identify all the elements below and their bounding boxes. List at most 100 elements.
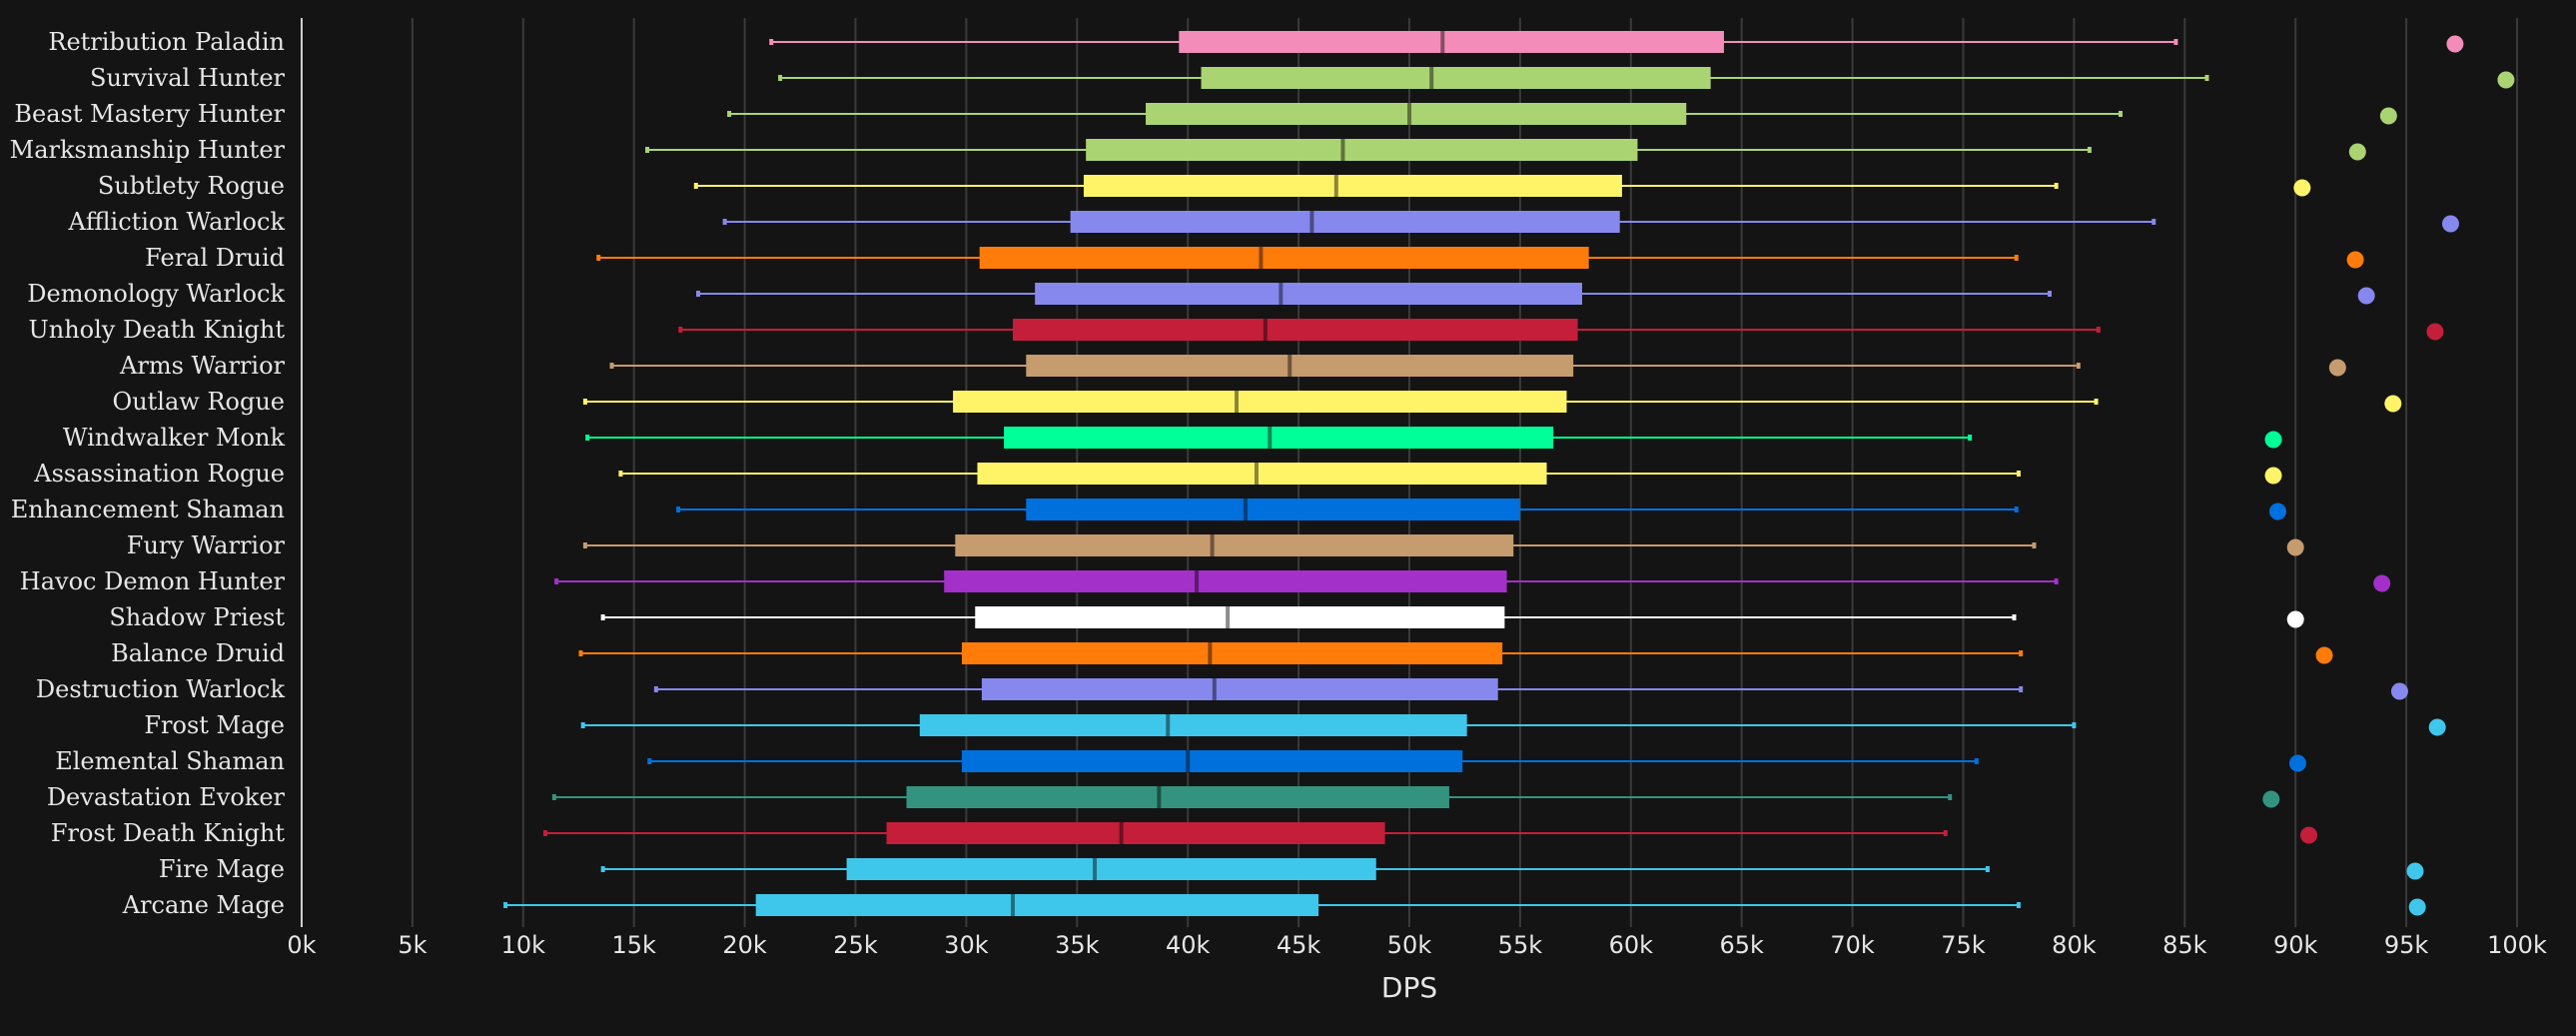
median-marker bbox=[1234, 391, 1239, 413]
outlier-point bbox=[2346, 251, 2364, 269]
iqr-box bbox=[1035, 283, 1583, 305]
x-tick-label: 25k bbox=[833, 931, 878, 959]
median-marker bbox=[1254, 463, 1259, 485]
whisker-min-cap bbox=[596, 255, 601, 261]
y-category-label: Enhancement Shaman bbox=[11, 496, 285, 523]
median-marker bbox=[1288, 355, 1292, 377]
y-category-label: Retribution Paladin bbox=[48, 28, 285, 56]
iqr-box bbox=[1083, 175, 1622, 197]
whisker-min-cap bbox=[582, 542, 587, 548]
whisker-max-cap bbox=[1948, 794, 1953, 800]
box-row bbox=[618, 463, 2282, 485]
outlier-point bbox=[2441, 215, 2459, 233]
whisker-min-cap bbox=[722, 219, 727, 225]
box-row bbox=[582, 391, 2402, 413]
y-category-label: Assassination Rogue bbox=[33, 460, 285, 488]
whisker-max-cap bbox=[2087, 147, 2092, 153]
box-row bbox=[769, 31, 2464, 53]
box-row bbox=[600, 606, 2304, 628]
x-tick-label: 70k bbox=[1830, 931, 1875, 959]
x-tick-label: 60k bbox=[1609, 931, 1654, 959]
y-category-label: Destruction Warlock bbox=[36, 675, 286, 703]
whisker-min-cap bbox=[769, 39, 774, 45]
whisker-max-cap bbox=[2054, 183, 2059, 189]
box-row bbox=[653, 678, 2408, 700]
iqr-box bbox=[755, 894, 1319, 916]
iqr-box bbox=[1026, 499, 1520, 520]
iqr-box bbox=[977, 463, 1547, 485]
whisker-min-cap bbox=[551, 794, 556, 800]
x-tick-label: 30k bbox=[944, 931, 989, 959]
x-tick-label: 45k bbox=[1277, 931, 1321, 959]
box-row bbox=[647, 750, 2306, 772]
median-marker bbox=[1157, 786, 1162, 808]
x-axis-title: DPS bbox=[1381, 971, 1437, 1004]
iqr-box bbox=[846, 858, 1376, 880]
x-tick-label: 0k bbox=[287, 931, 316, 959]
median-marker bbox=[1333, 175, 1338, 197]
box-row bbox=[580, 714, 2446, 736]
box-row bbox=[578, 642, 2333, 664]
box-row bbox=[727, 103, 2397, 125]
outlier-point bbox=[2379, 107, 2397, 125]
median-marker bbox=[1195, 570, 1200, 592]
outlier-point bbox=[2264, 431, 2282, 449]
whisker-max-cap bbox=[2016, 471, 2021, 477]
whisker-min-cap bbox=[778, 75, 783, 81]
y-category-label: Arcane Mage bbox=[122, 891, 285, 919]
y-category-label: Marksmanship Hunter bbox=[10, 136, 286, 164]
iqr-box bbox=[886, 822, 1385, 844]
iqr-box bbox=[1201, 67, 1711, 89]
whisker-max-cap bbox=[2012, 614, 2017, 620]
iqr-box bbox=[961, 750, 1463, 772]
y-category-label: Devastation Evoker bbox=[47, 783, 286, 811]
whisker-min-cap bbox=[653, 686, 658, 692]
median-marker bbox=[1268, 427, 1273, 449]
iqr-box bbox=[1026, 355, 1574, 377]
median-marker bbox=[1119, 822, 1124, 844]
whisker-min-cap bbox=[554, 578, 559, 584]
whisker-max-cap bbox=[2096, 327, 2101, 333]
box-row bbox=[585, 427, 2282, 449]
iqr-box bbox=[1012, 319, 1578, 341]
box-row bbox=[596, 247, 2364, 269]
outlier-point bbox=[2348, 143, 2366, 161]
x-tick-label: 65k bbox=[1719, 931, 1764, 959]
whisker-max-cap bbox=[2118, 111, 2123, 117]
iqr-box bbox=[1004, 427, 1554, 449]
iqr-box bbox=[1086, 139, 1638, 161]
y-category-label: Elemental Shaman bbox=[55, 747, 285, 775]
box-row bbox=[554, 570, 2391, 592]
whisker-max-cap bbox=[2054, 578, 2059, 584]
whisker-min-cap bbox=[676, 507, 681, 513]
whisker-min-cap bbox=[580, 722, 585, 728]
whisker-min-cap bbox=[693, 183, 698, 189]
whisker-min-cap bbox=[585, 435, 590, 441]
x-tick-label: 55k bbox=[1498, 931, 1543, 959]
y-category-label: Frost Death Knight bbox=[51, 819, 286, 847]
whisker-min-cap bbox=[696, 291, 701, 297]
median-marker bbox=[1309, 211, 1314, 233]
median-marker bbox=[1210, 534, 1215, 556]
y-category-label: Feral Druid bbox=[145, 244, 285, 272]
whisker-max-cap bbox=[2173, 39, 2178, 45]
whisker-min-cap bbox=[645, 147, 650, 153]
box-row bbox=[582, 534, 2304, 556]
median-marker bbox=[1186, 750, 1191, 772]
outlier-point bbox=[2373, 574, 2391, 592]
iqr-box bbox=[975, 606, 1505, 628]
x-tick-label: 100k bbox=[2487, 931, 2547, 959]
outlier-point bbox=[2286, 538, 2304, 556]
iqr-box bbox=[981, 678, 1498, 700]
outlier-point bbox=[2286, 610, 2304, 628]
x-tick-label: 80k bbox=[2052, 931, 2097, 959]
whisker-max-cap bbox=[2048, 291, 2053, 297]
iqr-box bbox=[955, 534, 1514, 556]
box-row bbox=[693, 175, 2311, 197]
whisker-min-cap bbox=[727, 111, 732, 117]
whisker-min-cap bbox=[542, 830, 547, 836]
y-category-label: Shadow Priest bbox=[109, 603, 285, 631]
whisker-max-cap bbox=[1943, 830, 1948, 836]
whisker-max-cap bbox=[2151, 219, 2156, 225]
whisker-min-cap bbox=[678, 327, 683, 333]
